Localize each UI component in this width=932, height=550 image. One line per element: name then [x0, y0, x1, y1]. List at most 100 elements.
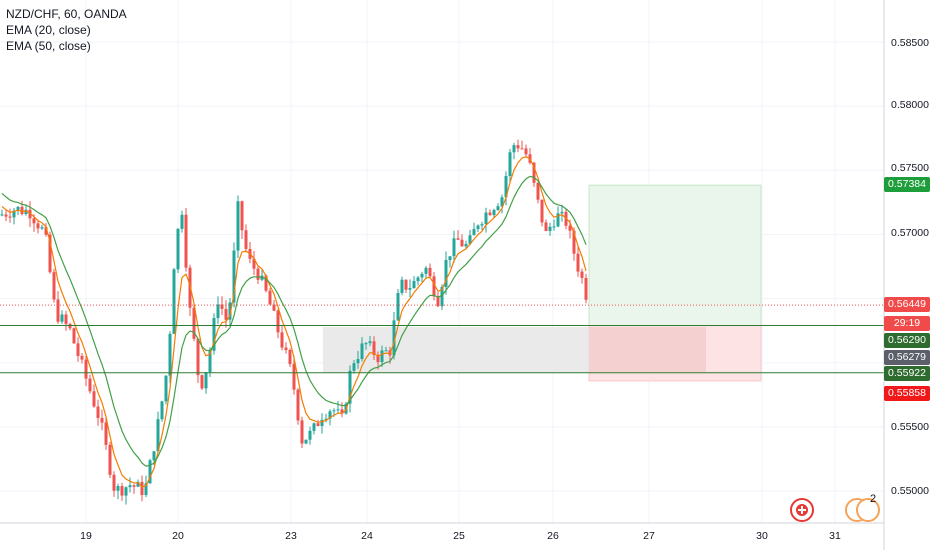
overlap-box	[589, 326, 706, 373]
candle-body	[360, 343, 364, 360]
candle-body	[504, 176, 508, 198]
candle-body	[548, 226, 552, 231]
candle-body	[124, 487, 128, 496]
candle-body	[260, 275, 264, 280]
time-tick: 27	[643, 530, 655, 542]
candle-body	[280, 332, 284, 348]
candle-body	[96, 406, 100, 418]
ema50-legend[interactable]: EMA (50, close)	[6, 39, 91, 53]
candle-body	[180, 214, 184, 229]
ema20-legend[interactable]: EMA (20, close)	[6, 23, 91, 37]
candle-body	[512, 145, 516, 153]
time-tick: 24	[361, 530, 373, 542]
candle-body	[12, 210, 16, 218]
candle-body	[332, 410, 336, 412]
candle-body	[480, 224, 484, 226]
candle-body	[516, 145, 520, 149]
candle-body	[488, 212, 492, 216]
candle-body	[156, 419, 160, 452]
candle-body	[536, 182, 540, 200]
candle-body	[432, 276, 436, 297]
candle-body	[32, 218, 36, 224]
price-tick: 0.55500	[891, 421, 929, 433]
candle-body	[200, 375, 204, 389]
candle-body	[48, 234, 52, 273]
horizontal-lines	[0, 304, 884, 374]
candle-body	[452, 238, 456, 257]
candle-body	[496, 206, 500, 210]
candle-body	[508, 152, 512, 177]
target-zone[interactable]	[588, 184, 762, 327]
candle-body	[172, 269, 176, 334]
candle-body	[192, 307, 196, 339]
candle-body	[380, 350, 384, 363]
alert-icon[interactable]	[790, 498, 814, 522]
price-tick: 0.58000	[891, 99, 929, 111]
candle-body	[300, 420, 304, 444]
candle-body	[252, 258, 256, 269]
candle-body	[460, 239, 464, 247]
candle-body	[556, 213, 560, 227]
time-tick: 23	[285, 530, 297, 542]
price-tick: 0.58500	[891, 37, 929, 49]
candle-body	[484, 212, 488, 225]
candle-body	[92, 391, 96, 407]
candle-body	[316, 423, 320, 426]
time-tick: 20	[172, 530, 184, 542]
gray-level-tag: 0.56279	[884, 350, 930, 365]
candle-body	[312, 423, 316, 431]
candle-body	[456, 238, 460, 240]
time-tick: 19	[80, 530, 92, 542]
candle-body	[568, 225, 572, 231]
candle-body	[160, 401, 164, 420]
candle-body	[76, 343, 80, 356]
candle-body	[140, 481, 144, 496]
candle-body	[84, 359, 88, 379]
candle-body	[296, 389, 300, 421]
time-tick: 30	[756, 530, 768, 542]
price-tick: 0.57500	[891, 162, 929, 174]
candle-body	[52, 272, 56, 300]
candle-body	[56, 299, 60, 322]
candle-body	[520, 148, 524, 150]
candle-body	[472, 229, 476, 236]
candle-body	[304, 439, 308, 444]
candle-body	[284, 347, 288, 351]
candle-body	[404, 279, 408, 290]
ema20-line[interactable]	[1, 156, 587, 488]
price-tick: 0.55000	[891, 485, 929, 497]
candle-body	[148, 460, 152, 484]
candle-body	[464, 243, 468, 247]
candle-body	[580, 271, 584, 278]
candle-body	[216, 304, 220, 318]
time-tick: 25	[453, 530, 465, 542]
candle-body	[44, 227, 48, 235]
candle-body	[412, 281, 416, 289]
symbol-title[interactable]: NZD/CHF, 60, OANDA	[6, 7, 127, 21]
ema50-line[interactable]	[1, 175, 587, 467]
candle-body	[384, 350, 388, 352]
candle-body	[224, 308, 228, 320]
candle-body	[400, 279, 404, 293]
candle-body	[168, 333, 172, 376]
candle-body	[572, 230, 576, 254]
candle-body	[376, 354, 380, 363]
candle-body	[16, 206, 20, 211]
candle-body	[104, 422, 108, 445]
candle-body	[136, 481, 140, 487]
candle-body	[408, 288, 412, 290]
candle-body	[240, 201, 244, 231]
entry-price-tag: 0.56290	[884, 333, 930, 348]
candle-body	[352, 363, 356, 371]
candle-body	[40, 227, 44, 229]
candle-body	[132, 485, 136, 487]
candle-body	[444, 260, 448, 287]
candle-body	[176, 228, 180, 270]
candle-body	[228, 302, 232, 320]
candle-body	[20, 206, 24, 215]
candle-body	[184, 214, 188, 268]
candle-body	[560, 211, 564, 214]
candle-body	[128, 485, 132, 488]
avatar-icon[interactable]	[856, 498, 880, 522]
